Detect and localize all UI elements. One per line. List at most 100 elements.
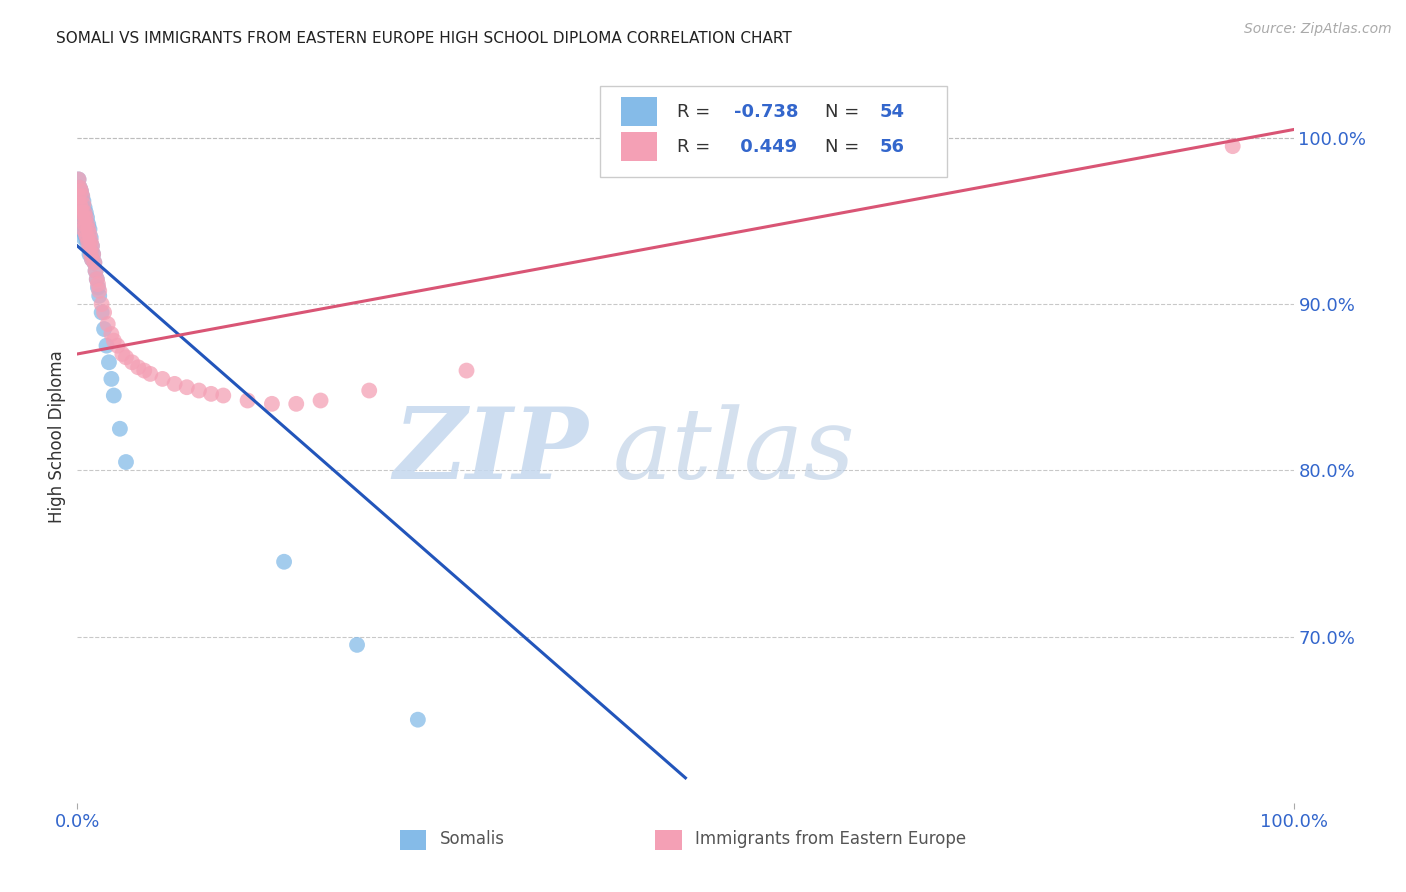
Point bbox=[70, 205, 93, 219]
Point bbox=[76, 211, 98, 225]
Point bbox=[72, 230, 94, 244]
Point bbox=[90, 297, 112, 311]
Text: atlas: atlas bbox=[613, 404, 855, 500]
Point bbox=[76, 222, 98, 236]
Point bbox=[96, 339, 118, 353]
Point bbox=[90, 305, 112, 319]
FancyBboxPatch shape bbox=[621, 132, 658, 161]
Point bbox=[77, 230, 100, 244]
Point bbox=[69, 197, 91, 211]
Text: R =: R = bbox=[676, 137, 716, 156]
Point bbox=[70, 222, 93, 236]
Point bbox=[89, 289, 111, 303]
Point bbox=[346, 638, 368, 652]
Point bbox=[1222, 139, 1244, 153]
Text: Immigrants from Eastern Europe: Immigrants from Eastern Europe bbox=[695, 830, 966, 848]
Point bbox=[83, 255, 105, 269]
Point bbox=[67, 189, 90, 203]
Point bbox=[80, 247, 103, 261]
Point bbox=[69, 214, 91, 228]
Point bbox=[134, 363, 156, 377]
Point bbox=[115, 351, 138, 365]
Point bbox=[84, 264, 107, 278]
Text: 54: 54 bbox=[880, 103, 905, 120]
Point bbox=[406, 713, 429, 727]
Point bbox=[108, 422, 131, 436]
Point bbox=[70, 201, 93, 215]
Point bbox=[70, 205, 93, 219]
Point bbox=[285, 397, 308, 411]
Point bbox=[236, 393, 259, 408]
Point bbox=[67, 205, 90, 219]
Point bbox=[70, 217, 93, 231]
Point bbox=[260, 397, 283, 411]
Point bbox=[69, 201, 91, 215]
Point bbox=[80, 230, 103, 244]
Point bbox=[80, 239, 103, 253]
Point bbox=[76, 235, 98, 250]
Point bbox=[75, 230, 97, 244]
Point bbox=[176, 380, 198, 394]
Point bbox=[77, 222, 100, 236]
Point bbox=[73, 217, 96, 231]
Text: SOMALI VS IMMIGRANTS FROM EASTERN EUROPE HIGH SCHOOL DIPLOMA CORRELATION CHART: SOMALI VS IMMIGRANTS FROM EASTERN EUROPE… bbox=[56, 31, 792, 46]
Point bbox=[103, 388, 125, 402]
Y-axis label: High School Diploma: High School Diploma bbox=[48, 351, 66, 524]
Point bbox=[73, 227, 96, 242]
Point bbox=[121, 355, 143, 369]
Point bbox=[75, 205, 97, 219]
Point bbox=[70, 184, 93, 198]
Point bbox=[79, 234, 101, 248]
Point bbox=[72, 211, 94, 225]
Point bbox=[75, 217, 97, 231]
Point bbox=[188, 384, 211, 398]
Point bbox=[72, 205, 94, 219]
Point bbox=[79, 247, 101, 261]
Point bbox=[212, 388, 235, 402]
Text: ZIP: ZIP bbox=[394, 403, 588, 500]
Point bbox=[359, 384, 381, 398]
Point bbox=[80, 234, 103, 248]
Text: N =: N = bbox=[825, 137, 865, 156]
Point bbox=[75, 227, 97, 242]
Point bbox=[79, 227, 101, 242]
Point bbox=[97, 317, 120, 331]
Point bbox=[67, 172, 90, 186]
Point bbox=[107, 339, 129, 353]
Point bbox=[127, 360, 149, 375]
Point bbox=[67, 197, 90, 211]
Point bbox=[309, 393, 332, 408]
Point bbox=[70, 184, 93, 198]
Point bbox=[82, 247, 104, 261]
Point bbox=[79, 241, 101, 255]
Point bbox=[93, 305, 115, 319]
FancyBboxPatch shape bbox=[655, 830, 682, 850]
Point bbox=[73, 201, 96, 215]
Point bbox=[76, 217, 98, 231]
Point bbox=[73, 214, 96, 228]
Point bbox=[80, 244, 103, 258]
Point bbox=[163, 376, 186, 391]
Point bbox=[77, 217, 100, 231]
Point bbox=[70, 189, 93, 203]
Point bbox=[67, 172, 90, 186]
Point bbox=[69, 180, 91, 194]
Point bbox=[111, 347, 134, 361]
Point bbox=[97, 355, 120, 369]
Point bbox=[76, 230, 98, 244]
Text: -0.738: -0.738 bbox=[734, 103, 799, 120]
Point bbox=[100, 372, 122, 386]
Point bbox=[89, 284, 111, 298]
Point bbox=[72, 217, 94, 231]
Text: N =: N = bbox=[825, 103, 865, 120]
Point bbox=[70, 189, 93, 203]
Point bbox=[139, 367, 162, 381]
Point bbox=[103, 334, 125, 348]
Point bbox=[72, 222, 94, 236]
Point bbox=[456, 363, 478, 377]
Point bbox=[69, 189, 91, 203]
Point bbox=[82, 247, 104, 261]
Text: Somalis: Somalis bbox=[440, 830, 505, 848]
FancyBboxPatch shape bbox=[399, 830, 426, 850]
Point bbox=[80, 252, 103, 267]
